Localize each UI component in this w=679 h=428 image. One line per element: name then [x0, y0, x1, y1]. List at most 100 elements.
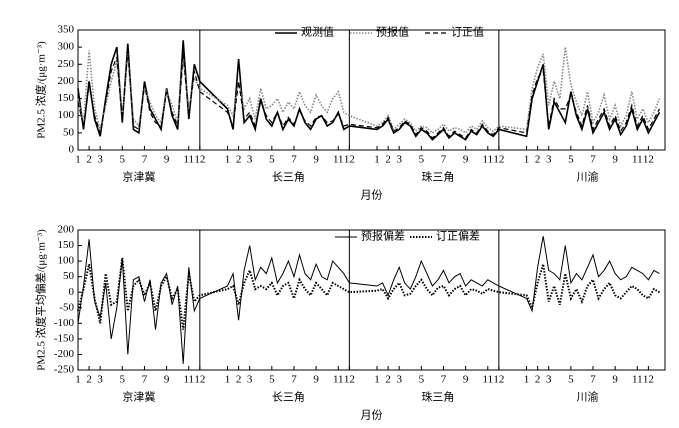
x-tick-label: 2: [86, 154, 92, 166]
y-tick-label: 250: [58, 58, 75, 70]
x-tick-label: 12: [344, 154, 355, 166]
x-tick-label: 3: [247, 154, 253, 166]
region-label: 川渝: [576, 170, 598, 184]
y-tick-label: -50: [59, 301, 74, 313]
x-tick-label: 3: [546, 154, 552, 166]
y-tick-label: -100: [54, 317, 75, 329]
x-tick-label: 11: [333, 374, 344, 386]
x-tick-label: 7: [291, 154, 297, 166]
x-tick-label: 12: [194, 154, 205, 166]
legend-label: 观测值: [301, 26, 334, 39]
region-label: 珠三角: [421, 170, 454, 184]
region-label: 长三角: [272, 391, 305, 404]
x-tick-label: 12: [643, 374, 654, 386]
x-tick-label: 2: [236, 374, 242, 386]
x-tick-label: 3: [546, 374, 552, 386]
region-label: 珠三角: [421, 390, 454, 404]
x-tick-label: 5: [269, 374, 275, 386]
x-tick-label: 2: [535, 154, 541, 166]
y-tick-label: -250: [54, 364, 75, 376]
x-tick-label: 9: [313, 154, 319, 166]
y-tick-label: 300: [58, 41, 75, 53]
x-tick-label: 7: [441, 374, 447, 386]
legend-label: 预报值: [376, 25, 409, 39]
x-tick-label: 7: [441, 154, 447, 166]
x-tick-label: 2: [385, 154, 391, 166]
x-tick-label: 7: [590, 374, 596, 386]
y-tick-label: 50: [63, 270, 75, 282]
x-tick-label: 5: [568, 154, 574, 166]
x-tick-label: 5: [120, 374, 126, 386]
x-tick-label: 3: [247, 374, 253, 386]
y-tick-label: 200: [58, 224, 75, 236]
x-tick-label: 5: [269, 154, 275, 166]
x-tick-label: 11: [482, 374, 493, 386]
data-line: [77, 50, 661, 139]
x-tick-label: 9: [612, 374, 618, 386]
x-tick-label: 11: [183, 154, 194, 166]
x-tick-label: 11: [632, 374, 643, 386]
x-tick-label: 3: [97, 374, 103, 386]
data-line: [77, 46, 661, 134]
x-tick-label: 9: [612, 154, 618, 166]
y-tick-label: 0: [69, 144, 75, 156]
y-tick-label: 50: [63, 126, 75, 138]
y-tick-label: 200: [58, 75, 75, 87]
x-tick-label: 1: [225, 154, 231, 166]
y-tick-label: -150: [54, 332, 75, 344]
y-axis-title: PM2.5 浓度/(μg·m⁻³): [34, 41, 48, 139]
y-tick-label: 0: [69, 286, 75, 298]
x-tick-label: 1: [524, 154, 530, 166]
x-tick-label: 7: [590, 154, 596, 166]
y-tick-label: 150: [58, 239, 75, 251]
x-tick-label: 5: [568, 374, 574, 386]
x-tick-label: 2: [385, 374, 391, 386]
x-tick-label: 11: [333, 154, 344, 166]
x-tick-label: 5: [419, 374, 425, 386]
x-tick-label: 7: [291, 374, 297, 386]
x-tick-label: 12: [344, 374, 355, 386]
x-tick-label: 3: [396, 374, 402, 386]
x-tick-label: 9: [463, 374, 469, 386]
x-tick-label: 7: [142, 154, 148, 166]
x-tick-label: 3: [97, 154, 103, 166]
x-tick-label: 5: [419, 154, 425, 166]
plot-frame: [77, 229, 666, 371]
x-tick-label: 9: [164, 154, 170, 166]
x-tick-label: 9: [313, 374, 319, 386]
x-tick-label: 1: [374, 154, 380, 166]
y-tick-label: 150: [58, 92, 75, 104]
y-tick-label: 100: [58, 109, 75, 121]
region-label: 京津冀: [122, 170, 155, 184]
x-axis-title: 月份: [361, 409, 383, 422]
x-tick-label: 1: [524, 374, 530, 386]
x-tick-label: 2: [86, 374, 92, 386]
x-axis-title: 月份: [361, 189, 383, 202]
x-tick-label: 2: [535, 374, 541, 386]
data-line: [77, 257, 660, 330]
y-tick-label: 100: [58, 255, 75, 267]
region-label: 长三角: [272, 171, 305, 184]
x-tick-label: 1: [374, 374, 380, 386]
x-tick-label: 12: [493, 374, 504, 386]
x-tick-label: 11: [632, 154, 643, 166]
x-tick-label: 9: [463, 154, 469, 166]
x-tick-label: 1: [75, 154, 81, 166]
y-tick-label: -200: [54, 348, 75, 360]
data-line: [77, 236, 660, 364]
x-tick-label: 11: [183, 374, 194, 386]
region-label: 京津冀: [122, 390, 155, 404]
x-tick-label: 12: [194, 374, 205, 386]
x-tick-label: 9: [164, 374, 170, 386]
y-tick-label: 350: [58, 24, 75, 36]
x-tick-label: 1: [75, 374, 81, 386]
x-tick-label: 3: [396, 154, 402, 166]
x-tick-label: 12: [643, 154, 654, 166]
y-axis-title: PM2.5 浓度平均偏差/(μg·m⁻³): [34, 229, 48, 371]
legend-label: 订正值: [451, 26, 484, 39]
x-tick-label: 7: [142, 374, 148, 386]
x-tick-label: 12: [493, 154, 504, 166]
x-tick-label: 11: [482, 154, 493, 166]
legend-label: 预报偏差: [361, 229, 405, 243]
